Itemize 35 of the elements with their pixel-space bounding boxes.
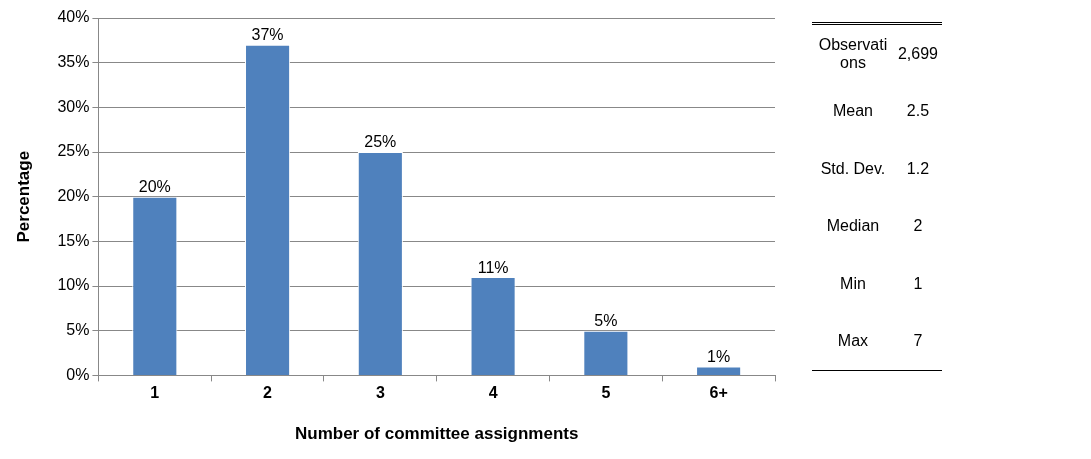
x-tick-label: 5 [601,384,611,402]
text: 1.2 [905,158,931,179]
text: 7 [912,331,924,352]
data-label: 25% [364,133,397,151]
y-tick-label: 10% [57,276,90,294]
y-tick-label: 20% [57,187,90,205]
x-tick-label: 1 [150,384,160,402]
data-label: 20% [138,178,171,196]
text: 2 [912,216,924,237]
y-axis-title: Percentage [13,150,33,243]
x-tick-label: 6+ [709,384,728,402]
text: Std. Dev. [819,158,887,179]
text: Max [836,331,870,352]
y-tick-label: 0% [66,365,90,383]
y-tick-label: 15% [57,231,90,249]
y-tick-label: 5% [66,321,90,339]
y-tick-label: 40% [57,8,90,26]
y-tick-label: 30% [57,97,90,115]
data-label: 37% [251,26,284,44]
text: 2.5 [905,101,931,122]
data-label: 11% [477,258,509,276]
x-tick-label: 3 [375,384,385,402]
text: Observations [817,34,889,73]
x-tick-label: 2 [263,384,273,402]
text: Median [825,216,881,237]
data-label: 5% [594,312,618,330]
text: Mean [831,101,874,122]
y-tick-label: 25% [57,142,90,160]
y-tick-label: 35% [57,53,90,71]
data-label: 1% [707,347,731,365]
x-tick-label: 4 [488,384,498,402]
text: Min [839,273,867,294]
x-axis-title: Number of committee assignments [295,424,579,444]
text: 1 [912,273,924,294]
text: 2,699 [896,43,939,64]
